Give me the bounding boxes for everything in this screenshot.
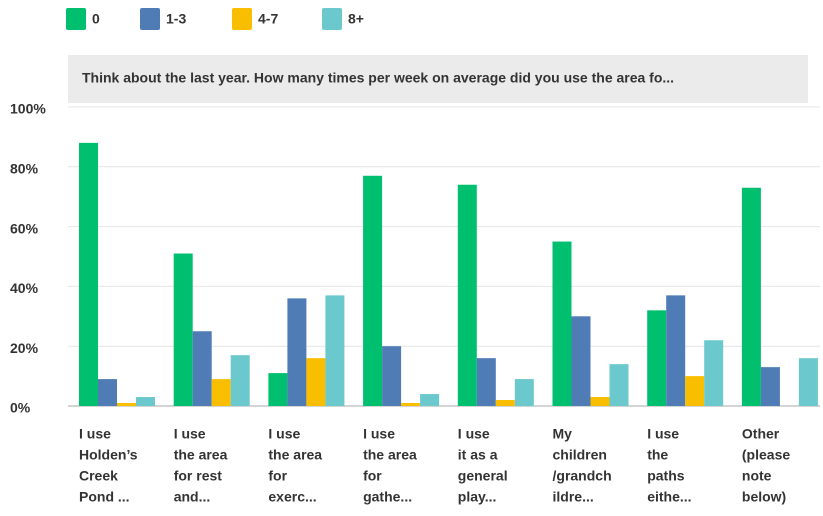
legend-label: 4-7: [258, 11, 278, 27]
bar: [306, 358, 326, 406]
legend-swatch: [232, 8, 252, 30]
x-tick-label: the: [647, 447, 668, 463]
x-tick-label: general: [458, 468, 508, 484]
x-tick-label: I use: [647, 426, 679, 442]
bar: [98, 379, 117, 406]
bar: [552, 241, 572, 406]
bar: [401, 403, 421, 406]
x-tick-label: and...: [174, 489, 211, 505]
title-banner: [68, 55, 808, 103]
y-tick-label: 40%: [10, 280, 39, 296]
bar: [192, 331, 212, 406]
x-tick-label: below): [742, 489, 786, 505]
bar: [420, 394, 440, 406]
x-tick-label: note: [742, 468, 772, 484]
x-tick-label: Creek: [79, 468, 118, 484]
x-tick-label: the area: [268, 447, 322, 463]
bar: [230, 355, 250, 406]
x-tick-label: /grandch: [553, 468, 612, 484]
bar: [609, 364, 629, 406]
x-tick-label: eithe...: [647, 489, 691, 505]
y-tick-label: 20%: [10, 340, 39, 356]
x-tick-label: I use: [363, 426, 395, 442]
bar: [571, 316, 591, 406]
bar: [382, 346, 402, 406]
y-tick-label: 80%: [10, 161, 39, 177]
bar: [476, 358, 496, 406]
x-tick-label: exerc...: [268, 489, 316, 505]
bar: [136, 397, 155, 406]
x-tick-label: ildre...: [553, 489, 594, 505]
bar: [79, 142, 98, 406]
y-tick-label: 100%: [10, 101, 46, 117]
bar: [173, 253, 193, 406]
legend-label: 8+: [348, 11, 364, 27]
y-tick-label: 60%: [10, 220, 39, 236]
x-tick-label: play...: [458, 489, 497, 505]
bar: [495, 400, 515, 406]
legend-swatch: [140, 8, 160, 30]
bar: [741, 187, 761, 406]
x-tick-label: I use: [174, 426, 206, 442]
x-tick-label: for: [268, 468, 287, 484]
x-tick-label: My: [553, 426, 573, 442]
bar: [325, 295, 345, 406]
x-tick-label: the area: [363, 447, 417, 463]
x-tick-label: for rest: [174, 468, 223, 484]
bar: [211, 379, 231, 406]
bar: [647, 310, 667, 406]
legend-label: 0: [92, 11, 100, 27]
x-tick-label: I use: [79, 426, 111, 442]
bar: [704, 340, 724, 406]
chart-title: Think about the last year. How many time…: [82, 70, 674, 86]
legend-label: 1-3: [166, 11, 186, 27]
x-tick-label: Pond ...: [79, 489, 130, 505]
x-tick-label: the area: [174, 447, 228, 463]
legend-swatch: [66, 8, 86, 30]
bar: [760, 367, 780, 406]
bar: [798, 358, 818, 406]
bar: [117, 403, 136, 406]
bar: [457, 184, 477, 406]
x-tick-label: (please: [742, 447, 790, 463]
x-tick-label: it as a: [458, 447, 498, 463]
x-tick-label: Holden’s: [79, 447, 138, 463]
bar: [590, 397, 610, 406]
bar: [363, 175, 383, 406]
x-tick-label: I use: [268, 426, 300, 442]
x-tick-label: for: [363, 468, 382, 484]
bar: [514, 379, 534, 406]
y-tick-label: 0%: [10, 400, 31, 416]
legend-swatch: [322, 8, 342, 30]
x-tick-label: paths: [647, 468, 685, 484]
x-tick-label: children: [553, 447, 607, 463]
bar: [685, 376, 705, 406]
x-tick-label: Other: [742, 426, 780, 442]
bar: [287, 298, 307, 406]
bar: [666, 295, 686, 406]
x-tick-label: gathe...: [363, 489, 412, 505]
bar: [268, 373, 288, 406]
x-tick-label: I use: [458, 426, 490, 442]
